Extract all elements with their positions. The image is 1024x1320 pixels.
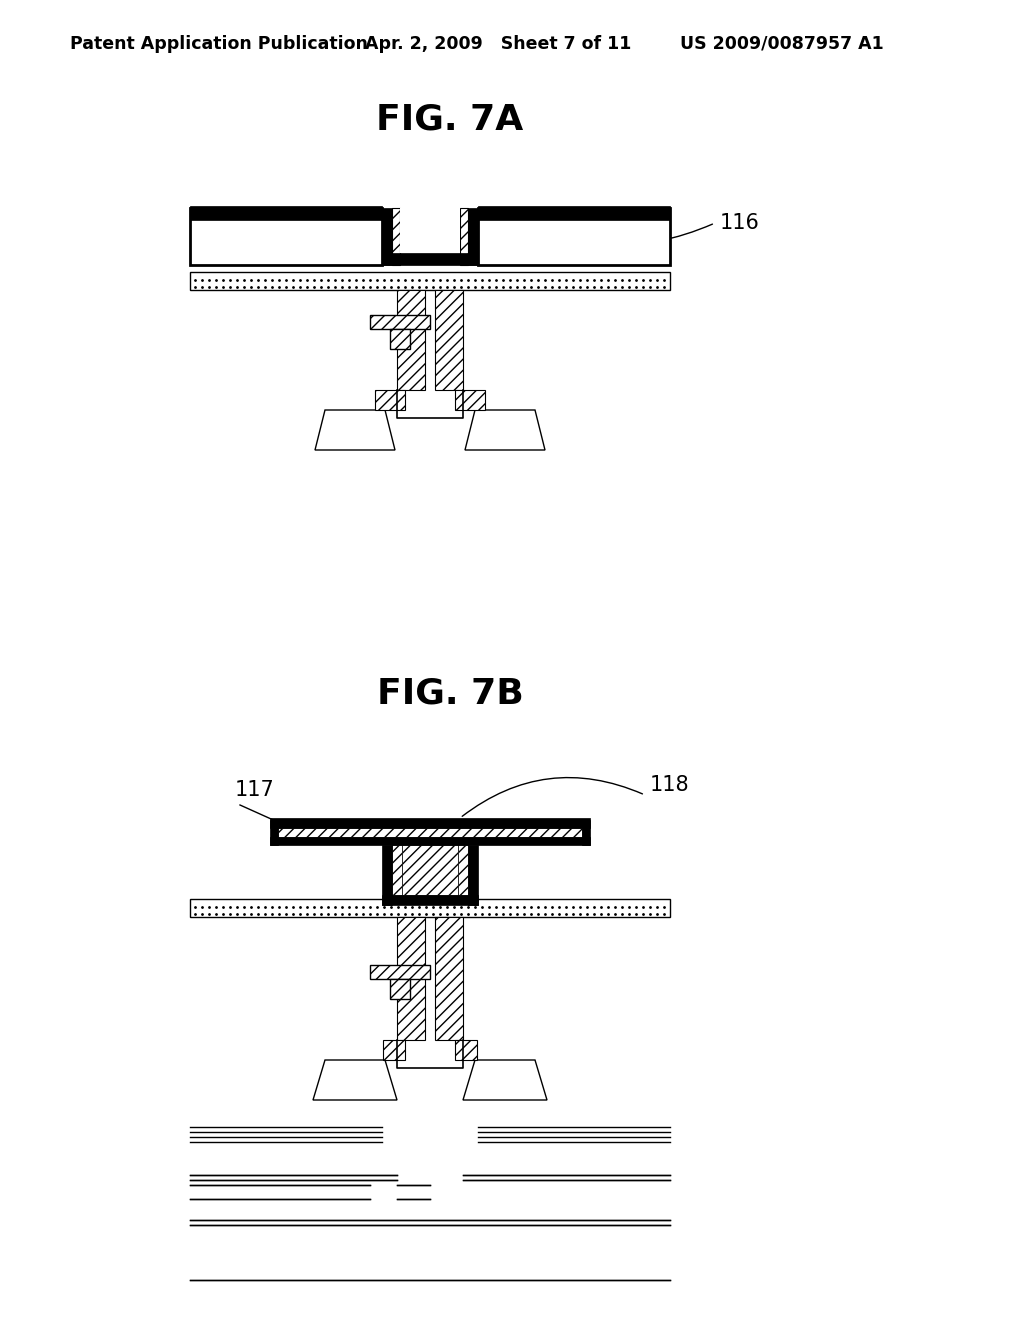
- Bar: [370, 965, 430, 979]
- Text: FIG. 7A: FIG. 7A: [377, 102, 523, 136]
- Text: 116: 116: [720, 213, 760, 234]
- Bar: [375, 389, 406, 411]
- Polygon shape: [315, 411, 395, 450]
- Bar: [190, 272, 670, 290]
- Bar: [382, 253, 478, 265]
- Bar: [455, 1040, 477, 1060]
- Bar: [435, 917, 463, 1040]
- Bar: [392, 845, 402, 895]
- Bar: [383, 1040, 406, 1060]
- Text: FIG. 7B: FIG. 7B: [377, 677, 523, 711]
- Bar: [468, 845, 478, 906]
- Text: Patent Application Publication: Patent Application Publication: [70, 36, 368, 53]
- Bar: [455, 389, 485, 411]
- Bar: [400, 209, 460, 253]
- Bar: [582, 820, 590, 845]
- Polygon shape: [463, 1060, 547, 1100]
- Polygon shape: [465, 411, 545, 450]
- Bar: [270, 818, 590, 828]
- Bar: [390, 979, 410, 999]
- Bar: [392, 209, 400, 265]
- Bar: [382, 895, 478, 906]
- Bar: [458, 845, 468, 895]
- Bar: [468, 209, 478, 265]
- Bar: [390, 329, 410, 348]
- Bar: [270, 837, 590, 845]
- Bar: [435, 290, 463, 389]
- Bar: [382, 845, 392, 906]
- Bar: [278, 828, 582, 837]
- Bar: [402, 845, 458, 895]
- Bar: [382, 209, 392, 265]
- Polygon shape: [313, 1060, 397, 1100]
- Bar: [370, 315, 430, 329]
- Bar: [190, 206, 382, 220]
- Text: 118: 118: [650, 775, 689, 795]
- Bar: [478, 206, 670, 220]
- Text: Apr. 2, 2009   Sheet 7 of 11: Apr. 2, 2009 Sheet 7 of 11: [365, 36, 632, 53]
- Bar: [397, 917, 425, 1040]
- Bar: [190, 899, 670, 917]
- Bar: [478, 209, 670, 265]
- Bar: [397, 290, 425, 389]
- Text: 117: 117: [234, 780, 274, 800]
- Bar: [190, 209, 382, 265]
- Text: US 2009/0087957 A1: US 2009/0087957 A1: [680, 36, 884, 53]
- Bar: [270, 820, 278, 845]
- Bar: [460, 209, 468, 265]
